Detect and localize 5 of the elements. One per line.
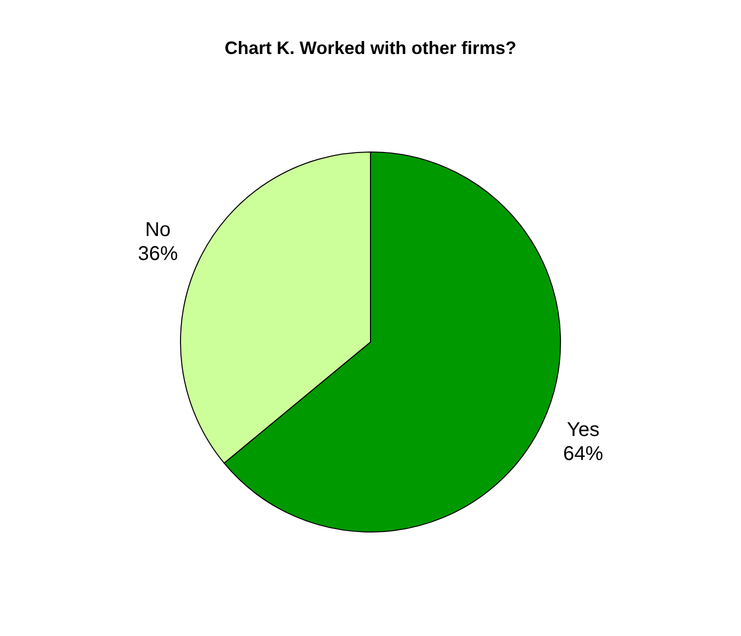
chart-title: Chart K. Worked with other firms? xyxy=(224,38,516,58)
data-label: 36% xyxy=(138,242,178,265)
slice-label: Yes xyxy=(566,419,600,442)
data-label: 64% xyxy=(563,443,604,466)
slice-label: No xyxy=(145,218,171,241)
